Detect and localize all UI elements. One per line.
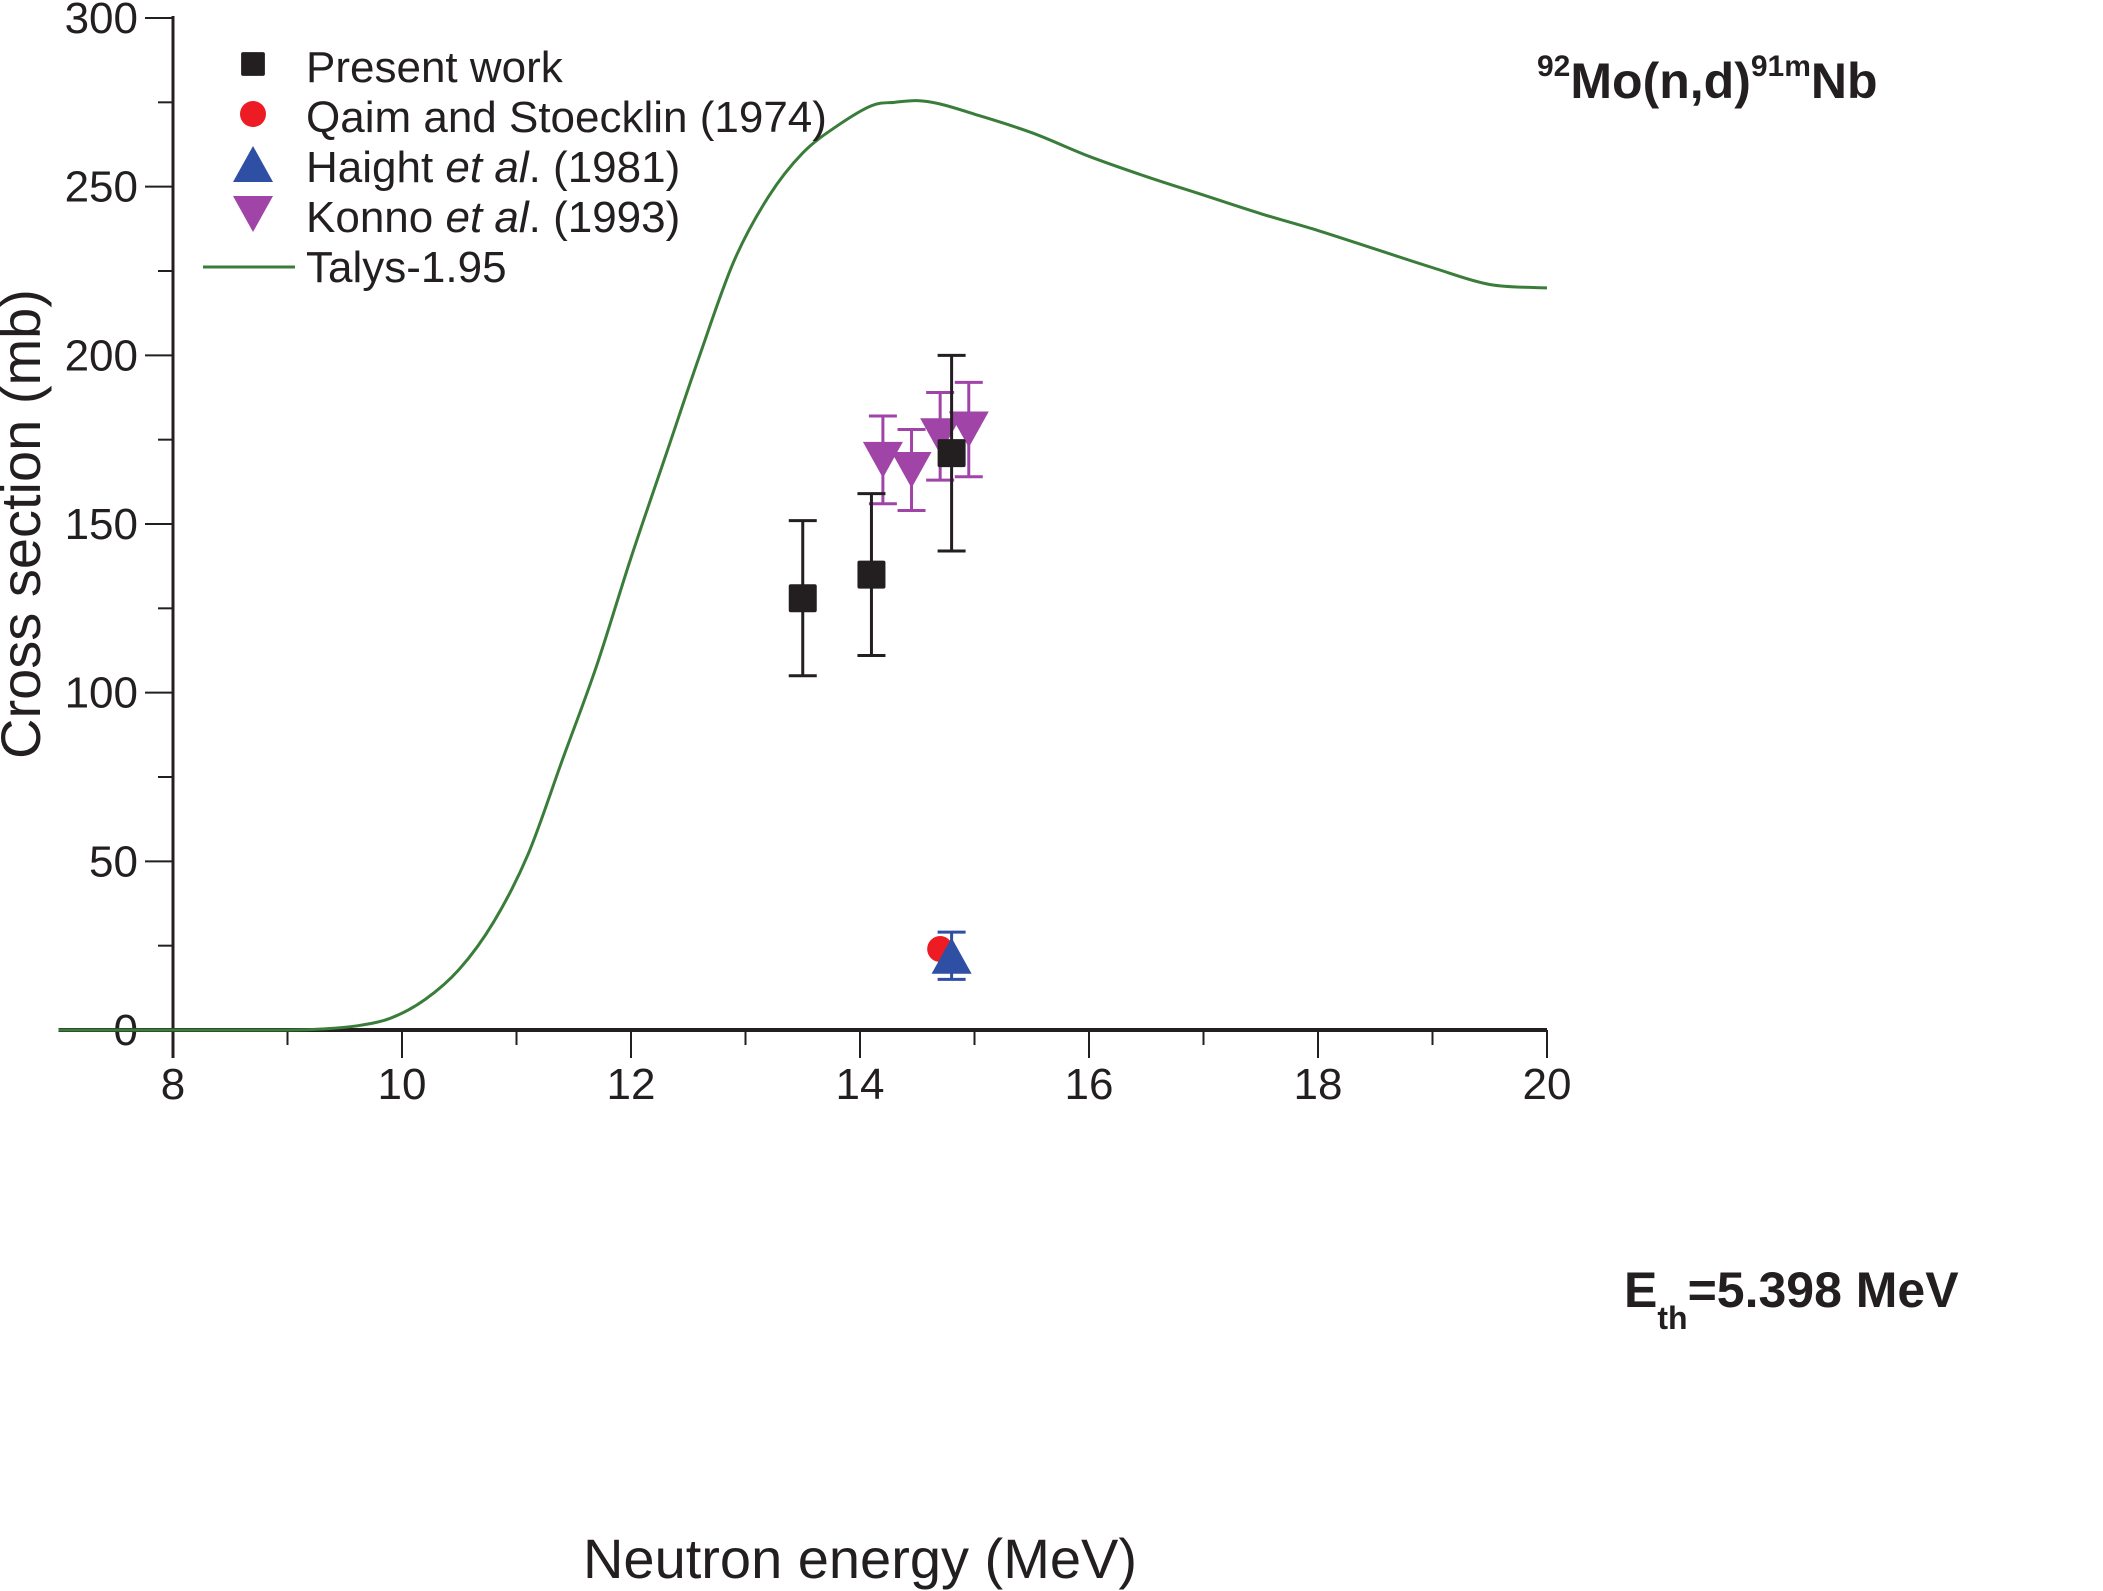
legend-label-present-work: Present work (306, 43, 564, 92)
y-tick-label: 100 (65, 669, 138, 718)
legend-label-part: Present work (306, 43, 564, 92)
reaction-sup-2: 91m (1751, 50, 1811, 83)
legend-label-part: Talys-1.95 (306, 243, 507, 292)
points-layer (788, 353, 989, 981)
legend-marker-qaim-and-stoecklin-1974 (240, 101, 266, 127)
x-tick-label: 8 (161, 1060, 185, 1109)
legend-marker-konno-et-al-1993 (233, 196, 273, 232)
present-work-point (937, 439, 966, 468)
legend-label-haight-et-al-1981: Haight et al. (1981) (306, 143, 680, 192)
legend-label-part: Qaim and Stoecklin (1974) (306, 93, 827, 142)
konno-et-al-1993-point (862, 441, 903, 478)
y-axis-title: Cross section (mb) (0, 289, 52, 759)
legend-label-part: Konno (306, 193, 445, 242)
threshold-rest: =5.398 MeV (1688, 1262, 1960, 1318)
reaction-label: 92Mo(n,d)91mNb (1537, 50, 1878, 109)
legend-label-konno-et-al-1993: Konno et al. (1993) (306, 193, 680, 242)
reaction-main-1: Mo(n,d) (1570, 53, 1750, 109)
legend-label-qaim-and-stoecklin-1974: Qaim and Stoecklin (1974) (306, 93, 827, 142)
legend-marker-present-work (241, 52, 265, 76)
x-tick-label: 18 (1294, 1060, 1343, 1109)
x-axis-title: Neutron energy (MeV) (583, 1527, 1137, 1590)
threshold-sub: th (1657, 1300, 1687, 1336)
legend-label-part: et al (445, 143, 529, 192)
legend-marker-haight-et-al-1981 (233, 146, 273, 182)
threshold-label: Eth=5.398 MeV (1624, 1262, 1959, 1336)
reaction-sup-1: 92 (1537, 50, 1570, 83)
talys-curve (58, 99, 1548, 1032)
legend-label-part: et al (445, 193, 529, 242)
x-tick-label: 10 (378, 1060, 427, 1109)
y-tick-label: 150 (65, 500, 138, 549)
x-tick-label: 14 (836, 1060, 885, 1109)
x-tick-label: 16 (1065, 1060, 1114, 1109)
y-tick-label: 50 (89, 837, 138, 886)
y-tick-label: 250 (65, 163, 138, 212)
x-tick-label: 12 (607, 1060, 656, 1109)
y-tick-label: 200 (65, 331, 138, 380)
legend-label-part: . (1993) (529, 193, 681, 242)
present-work-point (857, 560, 886, 589)
konno-et-al-1993-point (891, 452, 932, 489)
legend-label-part: . (1981) (529, 143, 681, 192)
reaction-main-2: Nb (1811, 53, 1878, 109)
curve-layer (58, 99, 1548, 1032)
haight-et-al-1981-point (931, 937, 972, 974)
konno-et-al-1993-point (948, 411, 989, 448)
y-tick-label: 300 (65, 0, 138, 43)
legend-label-part: Haight (306, 143, 445, 192)
x-tick-label: 20 (1523, 1060, 1572, 1109)
present-work-point (788, 584, 817, 613)
legend-label-talys-1-95: Talys-1.95 (306, 243, 507, 292)
threshold-main: E (1624, 1262, 1657, 1318)
